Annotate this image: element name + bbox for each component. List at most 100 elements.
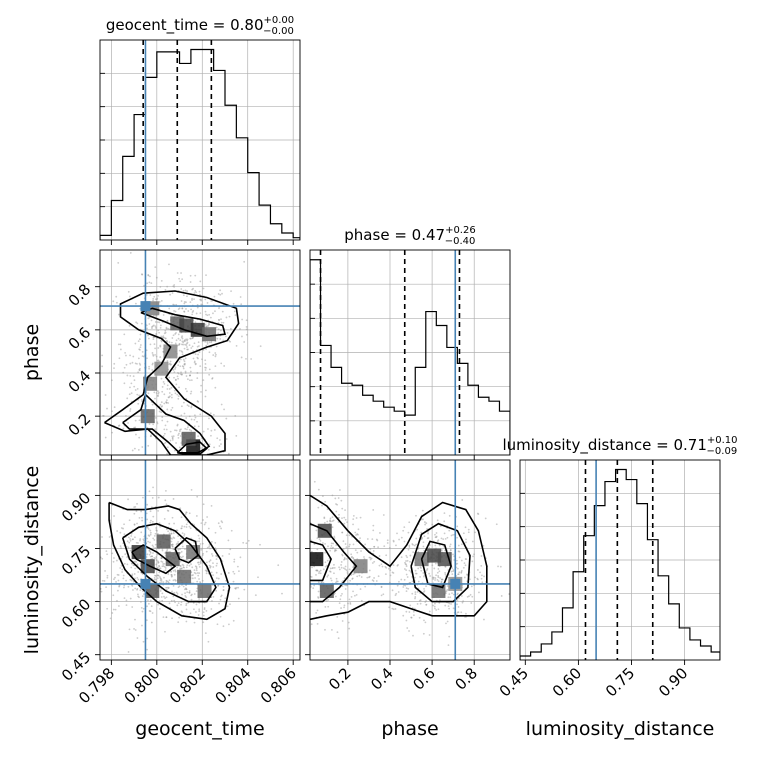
scatter-point bbox=[457, 592, 459, 595]
scatter-point bbox=[157, 561, 160, 564]
panel-plot-area bbox=[310, 250, 510, 455]
scatter-point bbox=[318, 538, 321, 541]
scatter-point bbox=[168, 376, 171, 379]
scatter-point bbox=[296, 531, 298, 533]
scatter-point bbox=[195, 566, 198, 568]
scatter-point bbox=[139, 367, 141, 370]
scatter-point bbox=[170, 540, 173, 543]
scatter-point bbox=[183, 533, 186, 535]
scatter-point bbox=[206, 314, 209, 317]
scatter-point bbox=[205, 325, 208, 328]
scatter-point bbox=[185, 602, 188, 605]
scatter-point bbox=[147, 602, 150, 605]
scatter-point bbox=[330, 545, 333, 547]
contour-line bbox=[310, 522, 358, 603]
scatter-point bbox=[324, 565, 327, 568]
scatter-point bbox=[435, 532, 438, 534]
scatter-point bbox=[168, 392, 171, 394]
scatter-point bbox=[273, 551, 275, 553]
scatter-point bbox=[203, 607, 206, 609]
scatter-point bbox=[238, 570, 240, 572]
scatter-point bbox=[294, 573, 296, 575]
scatter-point bbox=[327, 545, 329, 548]
scatter-point bbox=[126, 374, 129, 377]
scatter-point bbox=[168, 341, 171, 344]
scatter-point bbox=[136, 587, 139, 590]
scatter-point bbox=[432, 578, 435, 580]
scatter-point bbox=[141, 519, 144, 522]
scatter-point bbox=[462, 566, 465, 569]
scatter-point bbox=[179, 435, 182, 437]
scatter-point bbox=[115, 295, 118, 298]
scatter-point bbox=[223, 365, 226, 367]
scatter-point bbox=[303, 538, 305, 540]
scatter-point bbox=[331, 494, 334, 497]
scatter-point bbox=[235, 344, 238, 347]
scatter-point bbox=[193, 360, 196, 363]
scatter-point bbox=[423, 575, 425, 578]
scatter-point bbox=[215, 564, 218, 567]
scatter-point bbox=[395, 592, 398, 595]
scatter-point bbox=[180, 414, 183, 417]
scatter-point bbox=[161, 592, 164, 595]
scatter-point bbox=[254, 594, 257, 597]
scatter-point bbox=[329, 547, 332, 550]
scatter-point bbox=[136, 563, 139, 566]
scatter-point bbox=[190, 418, 193, 421]
scatter-point bbox=[180, 358, 182, 361]
scatter-point bbox=[352, 543, 355, 546]
scatter-point bbox=[437, 568, 440, 570]
scatter-point bbox=[409, 554, 412, 557]
contour-line bbox=[310, 494, 488, 621]
scatter-point bbox=[199, 298, 202, 301]
scatter-point bbox=[344, 584, 347, 587]
scatter-point bbox=[358, 574, 361, 577]
scatter-point bbox=[165, 616, 168, 619]
scatter-point bbox=[349, 579, 351, 582]
scatter-point bbox=[407, 531, 410, 534]
scatter-point bbox=[206, 570, 208, 573]
scatter-point bbox=[164, 630, 166, 633]
scatter-point bbox=[123, 597, 126, 600]
scatter-point bbox=[465, 541, 467, 544]
scatter-point bbox=[324, 628, 326, 631]
scatter-point bbox=[179, 565, 182, 567]
scatter-point bbox=[327, 574, 330, 577]
scatter-point bbox=[456, 567, 459, 570]
scatter-point bbox=[160, 335, 163, 338]
scatter-point bbox=[219, 525, 221, 528]
scatter-point bbox=[204, 359, 207, 362]
scatter-point bbox=[164, 499, 167, 502]
scatter-point bbox=[377, 546, 380, 549]
scatter-point bbox=[366, 576, 369, 579]
scatter-point bbox=[389, 566, 392, 569]
scatter-point bbox=[190, 390, 193, 393]
scatter-point bbox=[210, 571, 213, 574]
scatter-point bbox=[208, 351, 211, 354]
scatter-point bbox=[172, 548, 175, 551]
scatter-point bbox=[160, 556, 163, 559]
scatter-point bbox=[158, 331, 161, 334]
scatter-point bbox=[157, 509, 160, 512]
axis-frame bbox=[99, 459, 301, 661]
scatter-point bbox=[289, 585, 291, 587]
scatter-point bbox=[344, 588, 347, 590]
scatter-point bbox=[193, 298, 195, 301]
scatter-point bbox=[188, 591, 191, 594]
scatter-point bbox=[360, 599, 363, 602]
scatter-point bbox=[201, 358, 203, 361]
scatter-point bbox=[161, 416, 164, 419]
histogram-luminosity_distance bbox=[520, 468, 720, 660]
scatter-point bbox=[204, 310, 207, 313]
scatter-point bbox=[439, 577, 442, 579]
scatter-point bbox=[136, 637, 139, 639]
scatter-point bbox=[151, 363, 154, 366]
scatter-point bbox=[154, 574, 157, 577]
scatter-point bbox=[132, 538, 134, 541]
scatter-point bbox=[291, 508, 293, 510]
scatter-point bbox=[109, 617, 112, 620]
scatter-point bbox=[297, 478, 299, 480]
scatter-point bbox=[163, 402, 166, 405]
scatter-point bbox=[98, 569, 100, 571]
